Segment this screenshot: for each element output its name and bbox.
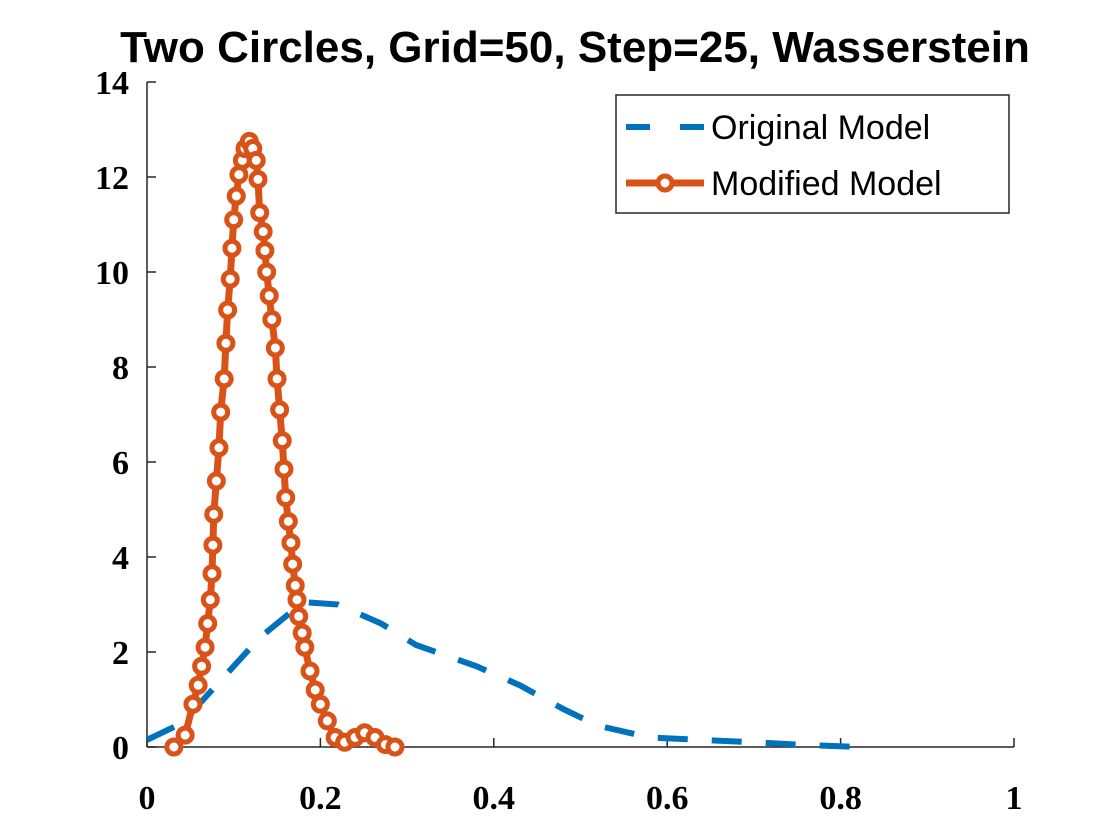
marker xyxy=(209,438,229,458)
y-tick-label: 10 xyxy=(95,255,129,292)
marker xyxy=(216,333,236,353)
y-tick-label: 14 xyxy=(95,65,129,102)
marker xyxy=(292,623,312,643)
marker xyxy=(270,400,290,420)
marker xyxy=(257,262,277,282)
marker xyxy=(224,210,244,230)
y-tick-label: 0 xyxy=(112,730,129,767)
marker xyxy=(192,656,212,676)
marker xyxy=(278,511,298,531)
marker xyxy=(246,150,266,170)
y-tick-label: 12 xyxy=(95,160,129,197)
marker xyxy=(202,564,222,584)
marker xyxy=(287,590,307,610)
marker xyxy=(274,459,294,479)
marker xyxy=(211,402,231,422)
legend-marker xyxy=(655,173,675,193)
marker xyxy=(200,590,220,610)
marker xyxy=(300,661,320,681)
marker xyxy=(248,169,268,189)
marker xyxy=(281,533,301,553)
marker xyxy=(253,222,273,242)
marker xyxy=(203,535,223,555)
marker xyxy=(195,637,215,657)
y-tick-label: 8 xyxy=(112,350,129,387)
x-tick-label: 1 xyxy=(1006,780,1023,817)
marker xyxy=(283,554,303,574)
marker xyxy=(255,241,275,261)
x-tick-label: 0 xyxy=(139,780,156,817)
marker xyxy=(220,269,240,289)
marker xyxy=(310,694,330,714)
x-tick-label: 0.4 xyxy=(473,780,516,817)
x-tick-label: 0.2 xyxy=(299,780,342,817)
marker xyxy=(265,338,285,358)
marker xyxy=(183,694,203,714)
marker xyxy=(385,737,405,757)
y-tick-label: 4 xyxy=(112,540,129,577)
legend-label: Original Model xyxy=(711,109,930,147)
marker xyxy=(285,576,305,595)
marker xyxy=(295,637,315,657)
legend-box xyxy=(615,94,1010,214)
marker xyxy=(164,737,184,757)
marker xyxy=(259,286,279,306)
x-tick-label: 0.6 xyxy=(646,780,689,817)
y-tick-label: 2 xyxy=(112,635,129,672)
marker xyxy=(175,725,195,745)
legend-label: Modified Model xyxy=(711,165,942,203)
marker xyxy=(214,369,234,389)
marker xyxy=(222,238,242,258)
marker xyxy=(206,471,226,491)
marker xyxy=(262,310,282,329)
marker xyxy=(267,369,287,389)
marker xyxy=(250,203,270,223)
series-line xyxy=(145,599,859,750)
marker xyxy=(226,186,246,206)
x-tick-label: 0.8 xyxy=(819,780,862,817)
marker xyxy=(204,504,224,524)
marker xyxy=(218,300,238,320)
marker xyxy=(198,614,218,633)
marker xyxy=(272,431,292,451)
marker xyxy=(188,675,208,695)
chart-title: Two Circles, Grid=50, Step=25, Wasserste… xyxy=(120,23,1030,72)
marker xyxy=(289,606,309,626)
marker xyxy=(276,488,296,508)
y-tick-label: 6 xyxy=(112,445,129,482)
marker xyxy=(317,711,337,731)
